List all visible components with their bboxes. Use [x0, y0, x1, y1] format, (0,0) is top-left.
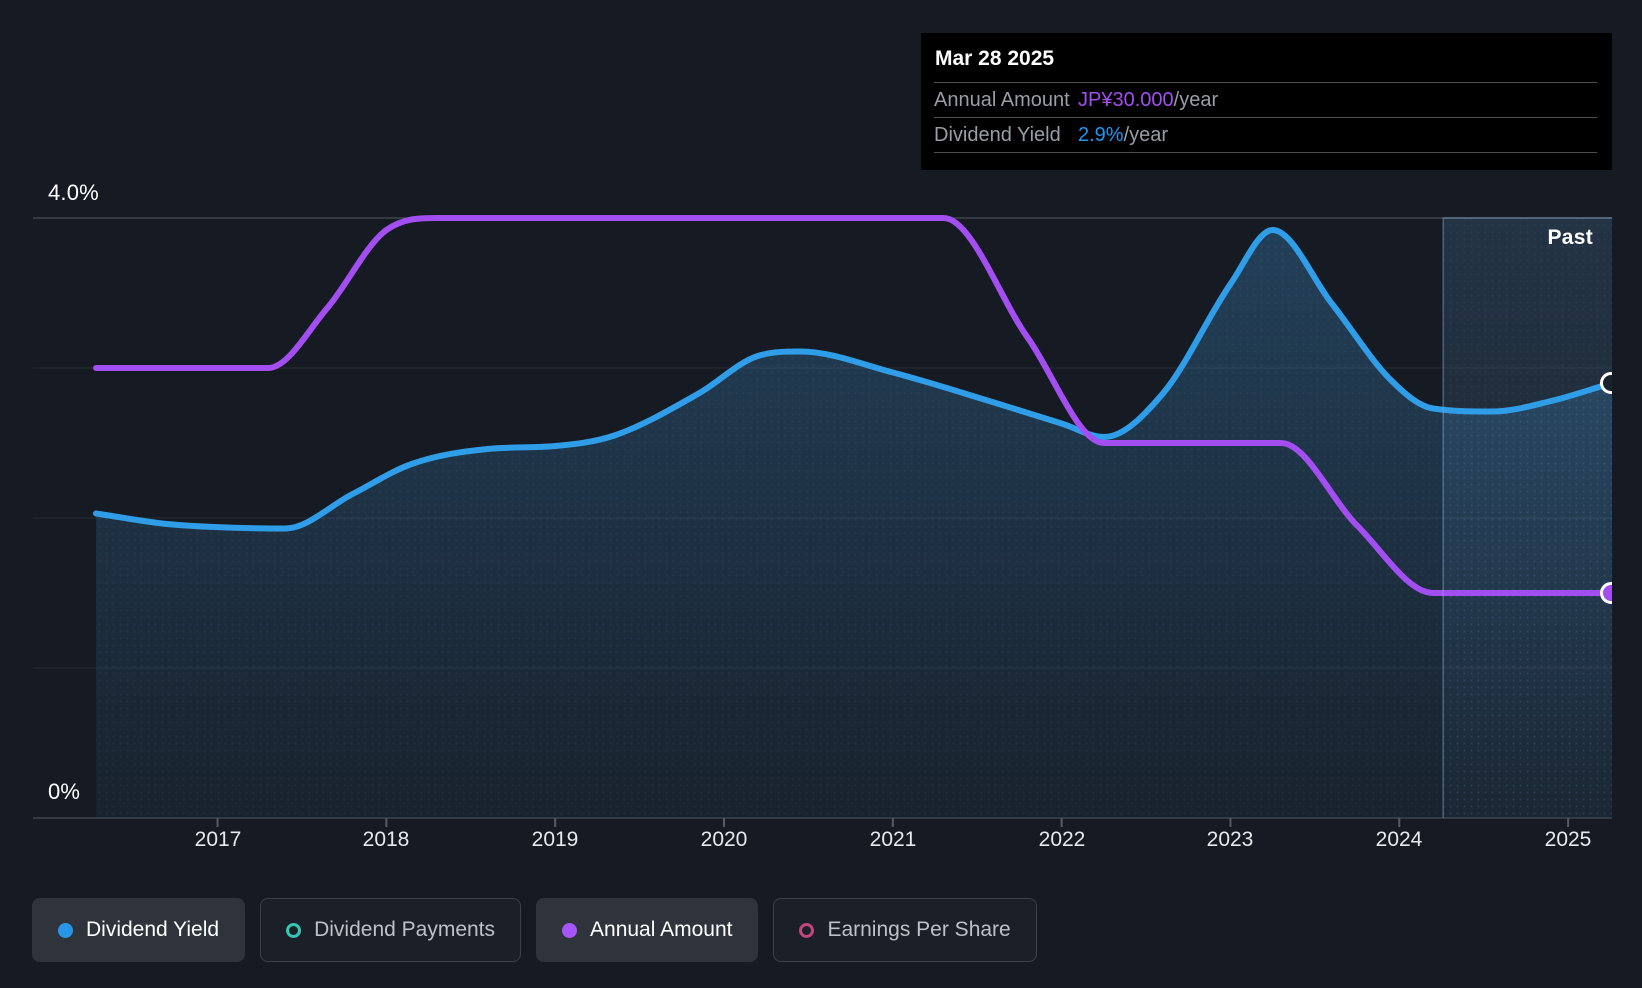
legend-label: Annual Amount [590, 918, 733, 941]
filled-dot-icon [562, 922, 578, 938]
tooltip-row-dividend-yield: Dividend Yield 2.9% /year [934, 117, 1597, 152]
legend-label: Dividend Yield [86, 918, 220, 941]
x-axis-label-2018: 2018 [362, 828, 410, 851]
y-axis-label-top: 4.0% [48, 180, 99, 205]
legend-label: Earnings Per Share [827, 918, 1011, 941]
series-end-markers [1600, 372, 1612, 604]
yield-area-fill [96, 230, 1612, 818]
tooltip-suffix: /year [1173, 88, 1219, 111]
legend-toggle-dividend-payments[interactable]: Dividend Payments [260, 898, 522, 962]
x-axis-label-2023: 2023 [1206, 828, 1254, 851]
x-axis-label-2022: 2022 [1038, 828, 1086, 851]
tooltip-date: Mar 28 2025 [935, 47, 1055, 70]
past-band [1443, 218, 1612, 818]
tooltip-value-yield: 2.9% [1078, 123, 1124, 146]
x-axis-label-2025: 2025 [1544, 828, 1592, 851]
chart-tooltip: Mar 28 2025 Annual Amount JP¥30.000 /yea… [921, 33, 1612, 170]
legend-toggle-dividend-yield[interactable]: Dividend Yield [32, 898, 246, 962]
legend-label: Dividend Payments [314, 918, 496, 941]
x-axis-label-2020: 2020 [700, 828, 748, 851]
x-axis [216, 818, 1570, 827]
legend-toggle-earnings-per-share[interactable]: Earnings Per Share [773, 898, 1037, 962]
x-axis-label-2024: 2024 [1375, 828, 1423, 851]
x-axis-label-2021: 2021 [869, 828, 917, 851]
ring-dot-icon [799, 922, 815, 938]
x-axis-label-2017: 2017 [194, 828, 242, 851]
x-axis-label-2019: 2019 [531, 828, 579, 851]
tooltip-label: Dividend Yield [934, 123, 1061, 146]
filled-dot-icon [58, 922, 73, 938]
tooltip-row-annual-amount: Annual Amount JP¥30.000 /year [934, 82, 1597, 117]
tooltip-label: Annual Amount [934, 88, 1070, 111]
ring-dot-icon [286, 922, 302, 938]
chart-legend: Dividend Yield Dividend Payments Annual Am… [32, 898, 1037, 962]
tooltip-value-annual: JP¥30.000 [1078, 88, 1174, 111]
tooltip-suffix: /year [1123, 123, 1169, 146]
y-axis-label-bottom: 0% [48, 779, 81, 804]
legend-toggle-annual-amount[interactable]: Annual Amount [536, 898, 759, 962]
series-lines [93, 214, 1612, 597]
past-region-label: Past [1547, 226, 1593, 249]
